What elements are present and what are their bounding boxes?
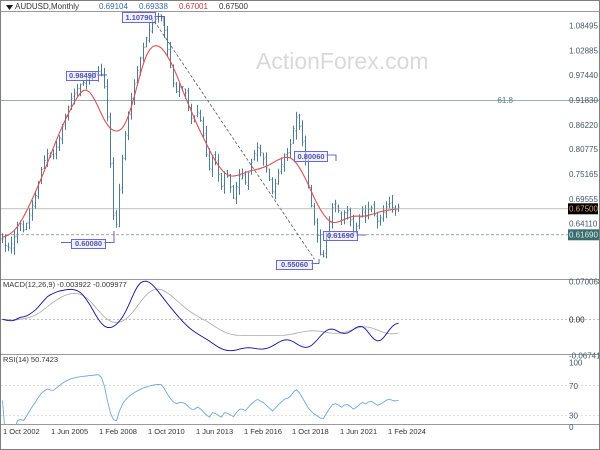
svg-text:ActionForex.com: ActionForex.com xyxy=(256,48,429,74)
